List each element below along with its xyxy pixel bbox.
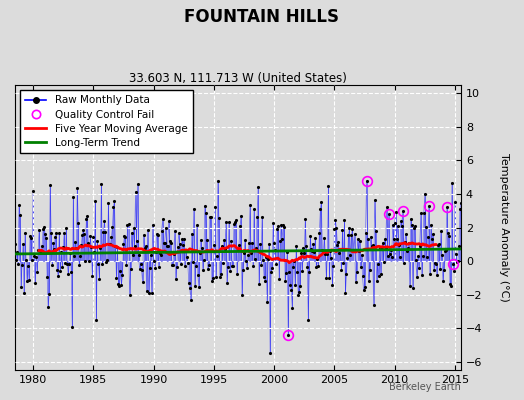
Text: FOUNTAIN HILLS: FOUNTAIN HILLS xyxy=(184,8,340,26)
Legend: Raw Monthly Data, Quality Control Fail, Five Year Moving Average, Long-Term Tren: Raw Monthly Data, Quality Control Fail, … xyxy=(20,90,192,153)
Title: 33.603 N, 111.713 W (United States): 33.603 N, 111.713 W (United States) xyxy=(129,72,347,85)
Y-axis label: Temperature Anomaly (°C): Temperature Anomaly (°C) xyxy=(499,153,509,302)
Text: Berkeley Earth: Berkeley Earth xyxy=(389,382,461,392)
